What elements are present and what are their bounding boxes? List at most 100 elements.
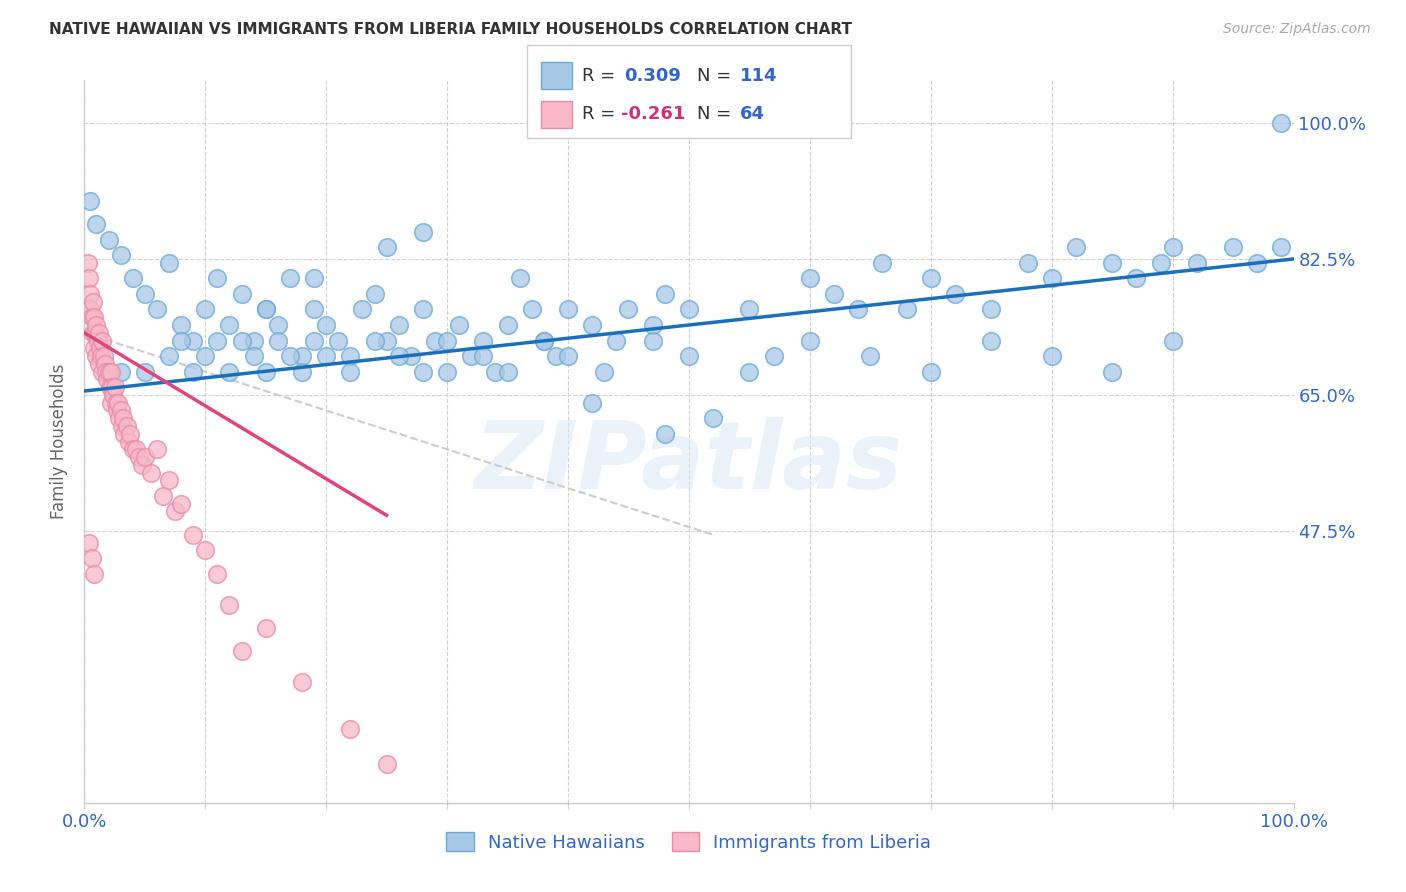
Text: ZIPatlas: ZIPatlas bbox=[475, 417, 903, 509]
Point bbox=[101, 380, 124, 394]
Point bbox=[388, 318, 411, 332]
Point bbox=[83, 566, 105, 581]
Point bbox=[460, 349, 482, 363]
Text: -0.261: -0.261 bbox=[621, 105, 686, 123]
Point bbox=[399, 349, 422, 363]
Point bbox=[1161, 334, 1184, 348]
Point bbox=[86, 217, 108, 231]
Point bbox=[207, 334, 229, 348]
Point bbox=[118, 434, 141, 449]
Point bbox=[302, 271, 325, 285]
Point bbox=[242, 334, 264, 348]
Point bbox=[1149, 256, 1171, 270]
Point bbox=[170, 318, 193, 332]
Point bbox=[207, 566, 229, 581]
Text: 114: 114 bbox=[740, 67, 778, 85]
Point bbox=[1270, 116, 1292, 130]
Point bbox=[943, 287, 966, 301]
Point bbox=[134, 287, 156, 301]
Point bbox=[654, 426, 676, 441]
Point bbox=[152, 489, 174, 503]
Point bbox=[254, 302, 277, 317]
Point bbox=[231, 644, 253, 658]
Point bbox=[1064, 240, 1087, 254]
Point bbox=[146, 442, 169, 457]
Point bbox=[134, 450, 156, 464]
Point bbox=[472, 349, 495, 363]
Point bbox=[267, 318, 290, 332]
Point bbox=[291, 675, 314, 690]
Point bbox=[1101, 365, 1123, 379]
Point bbox=[254, 302, 277, 317]
Point bbox=[388, 349, 411, 363]
Point bbox=[157, 349, 180, 363]
Point bbox=[181, 334, 204, 348]
Point bbox=[80, 310, 103, 325]
Point bbox=[254, 621, 277, 635]
Point bbox=[412, 365, 434, 379]
Point bbox=[1161, 240, 1184, 254]
Point bbox=[278, 271, 301, 285]
Point bbox=[1125, 271, 1147, 285]
Point bbox=[557, 302, 579, 317]
Text: Source: ZipAtlas.com: Source: ZipAtlas.com bbox=[1223, 22, 1371, 37]
Point bbox=[82, 326, 104, 340]
Point bbox=[363, 334, 385, 348]
Point bbox=[97, 233, 120, 247]
Point bbox=[146, 302, 169, 317]
Point bbox=[352, 302, 374, 317]
Point bbox=[520, 302, 543, 317]
Point bbox=[87, 326, 110, 340]
Point bbox=[94, 365, 117, 379]
Point bbox=[120, 426, 142, 441]
Point bbox=[302, 302, 325, 317]
Point bbox=[449, 318, 471, 332]
Text: N =: N = bbox=[697, 67, 737, 85]
Point bbox=[472, 334, 495, 348]
Point bbox=[77, 256, 100, 270]
Point bbox=[920, 271, 942, 285]
Point bbox=[108, 411, 131, 425]
Point bbox=[581, 318, 603, 332]
Point bbox=[496, 318, 519, 332]
Point bbox=[302, 334, 325, 348]
Point bbox=[738, 302, 761, 317]
Point bbox=[207, 271, 229, 285]
Point bbox=[79, 302, 101, 317]
Text: N =: N = bbox=[697, 105, 737, 123]
Point bbox=[896, 302, 918, 317]
Text: R =: R = bbox=[582, 105, 621, 123]
Point bbox=[170, 497, 193, 511]
Point bbox=[231, 287, 253, 301]
Point bbox=[82, 294, 104, 309]
Point bbox=[363, 287, 385, 301]
Point bbox=[105, 403, 128, 417]
Point bbox=[112, 411, 135, 425]
Point bbox=[91, 334, 114, 348]
Text: R =: R = bbox=[582, 67, 621, 85]
Point bbox=[1040, 349, 1063, 363]
Point bbox=[194, 302, 217, 317]
Point bbox=[823, 287, 845, 301]
Point bbox=[218, 365, 240, 379]
Point bbox=[110, 248, 132, 262]
Point bbox=[86, 349, 108, 363]
Point bbox=[267, 334, 290, 348]
Point bbox=[544, 349, 567, 363]
Point bbox=[278, 349, 301, 363]
Point bbox=[218, 598, 240, 612]
Point bbox=[100, 395, 122, 409]
Point bbox=[980, 334, 1002, 348]
Point bbox=[104, 380, 127, 394]
Point bbox=[872, 256, 894, 270]
Point bbox=[654, 287, 676, 301]
Point bbox=[1185, 256, 1208, 270]
Point bbox=[799, 271, 821, 285]
Point bbox=[121, 442, 143, 457]
Point bbox=[496, 365, 519, 379]
Point bbox=[157, 256, 180, 270]
Point bbox=[128, 450, 150, 464]
Point bbox=[194, 349, 217, 363]
Point bbox=[80, 551, 103, 566]
Point bbox=[375, 756, 398, 771]
